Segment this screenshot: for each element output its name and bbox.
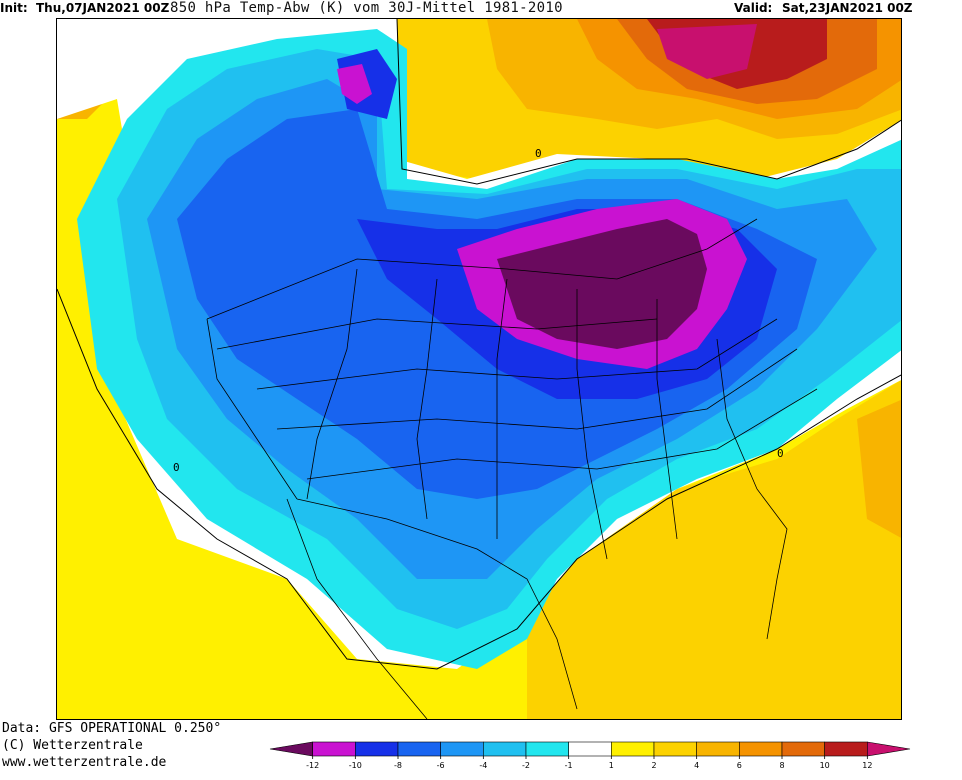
- data-source-text: Data: GFS OPERATIONAL 0.250°: [2, 721, 222, 736]
- legend-tick-label: 2: [651, 761, 656, 770]
- legend-tick-label: -12: [306, 761, 319, 770]
- field-gulf-warm: [617, 559, 837, 709]
- legend-tick-label: -2: [522, 761, 530, 770]
- field-atlantic-warm: [857, 399, 901, 538]
- legend-swatch: [781, 741, 825, 757]
- legend-swatch: [696, 741, 740, 757]
- zero-contour: [57, 19, 901, 670]
- field-north-warm-core: [657, 24, 757, 79]
- legend-swatch: [739, 741, 783, 757]
- color-legend-bar: -12 -10 -8 -6 -4 -2 -1 1 2 4 6 8 10 12: [269, 741, 911, 770]
- init-timestamp: Thu,07JAN2021 00Z: [36, 1, 170, 15]
- contour-label: 0: [173, 461, 180, 474]
- legend-swatch: [397, 741, 441, 757]
- legend-swatch: [269, 741, 313, 757]
- legend-tick-label: 1: [609, 761, 614, 770]
- contour-label: 0: [777, 447, 784, 460]
- color-legend: -12 -10 -8 -6 -4 -2 -1 1 2 4 6 8 10 12: [269, 741, 957, 778]
- copyright-text: (C) Wetterzentrale: [2, 738, 143, 753]
- legend-tick-label: -8: [394, 761, 402, 770]
- legend-swatch: [568, 741, 612, 757]
- legend-swatch: [611, 741, 655, 757]
- legend-swatch: [525, 741, 569, 757]
- legend-swatch: [867, 741, 911, 757]
- legend-tick-label: 4: [694, 761, 699, 770]
- anomaly-map-canvas: 0 0 0: [57, 19, 901, 719]
- legend-swatch: [653, 741, 697, 757]
- boundary-lines: [206, 218, 818, 719]
- contour-label: 0: [535, 147, 542, 160]
- field-cold-core: [497, 219, 707, 349]
- legend-swatch: [312, 741, 356, 757]
- map-title: 850 hPa Temp-Abw (K) vom 30J-Mittel 1981…: [170, 0, 563, 16]
- legend-tick-label: -1: [565, 761, 573, 770]
- legend-swatch: [824, 741, 868, 757]
- header-bar: Init: Thu,07JAN2021 00Z 850 hPa Temp-Abw…: [0, 0, 962, 18]
- valid-timestamp: Sat,23JAN2021 00Z: [782, 1, 913, 15]
- legend-tick-label: 8: [779, 761, 784, 770]
- legend-tick-label: 6: [737, 761, 742, 770]
- legend-tick-label: -10: [349, 761, 362, 770]
- field-cold-nw-core: [337, 64, 372, 104]
- legend-tick-label: 12: [862, 761, 872, 770]
- legend-tick-label: -4: [479, 761, 487, 770]
- legend-swatch: [440, 741, 484, 757]
- website-url: www.wetterzentrale.de: [2, 755, 167, 770]
- anomaly-map: 0 0 0: [56, 18, 902, 720]
- init-label: Init:: [0, 1, 28, 15]
- legend-swatch: [355, 741, 399, 757]
- valid-label: Valid:: [734, 1, 773, 15]
- legend-tick-label: -6: [437, 761, 445, 770]
- legend-tick-label: 10: [820, 761, 830, 770]
- legend-swatch: [483, 741, 527, 757]
